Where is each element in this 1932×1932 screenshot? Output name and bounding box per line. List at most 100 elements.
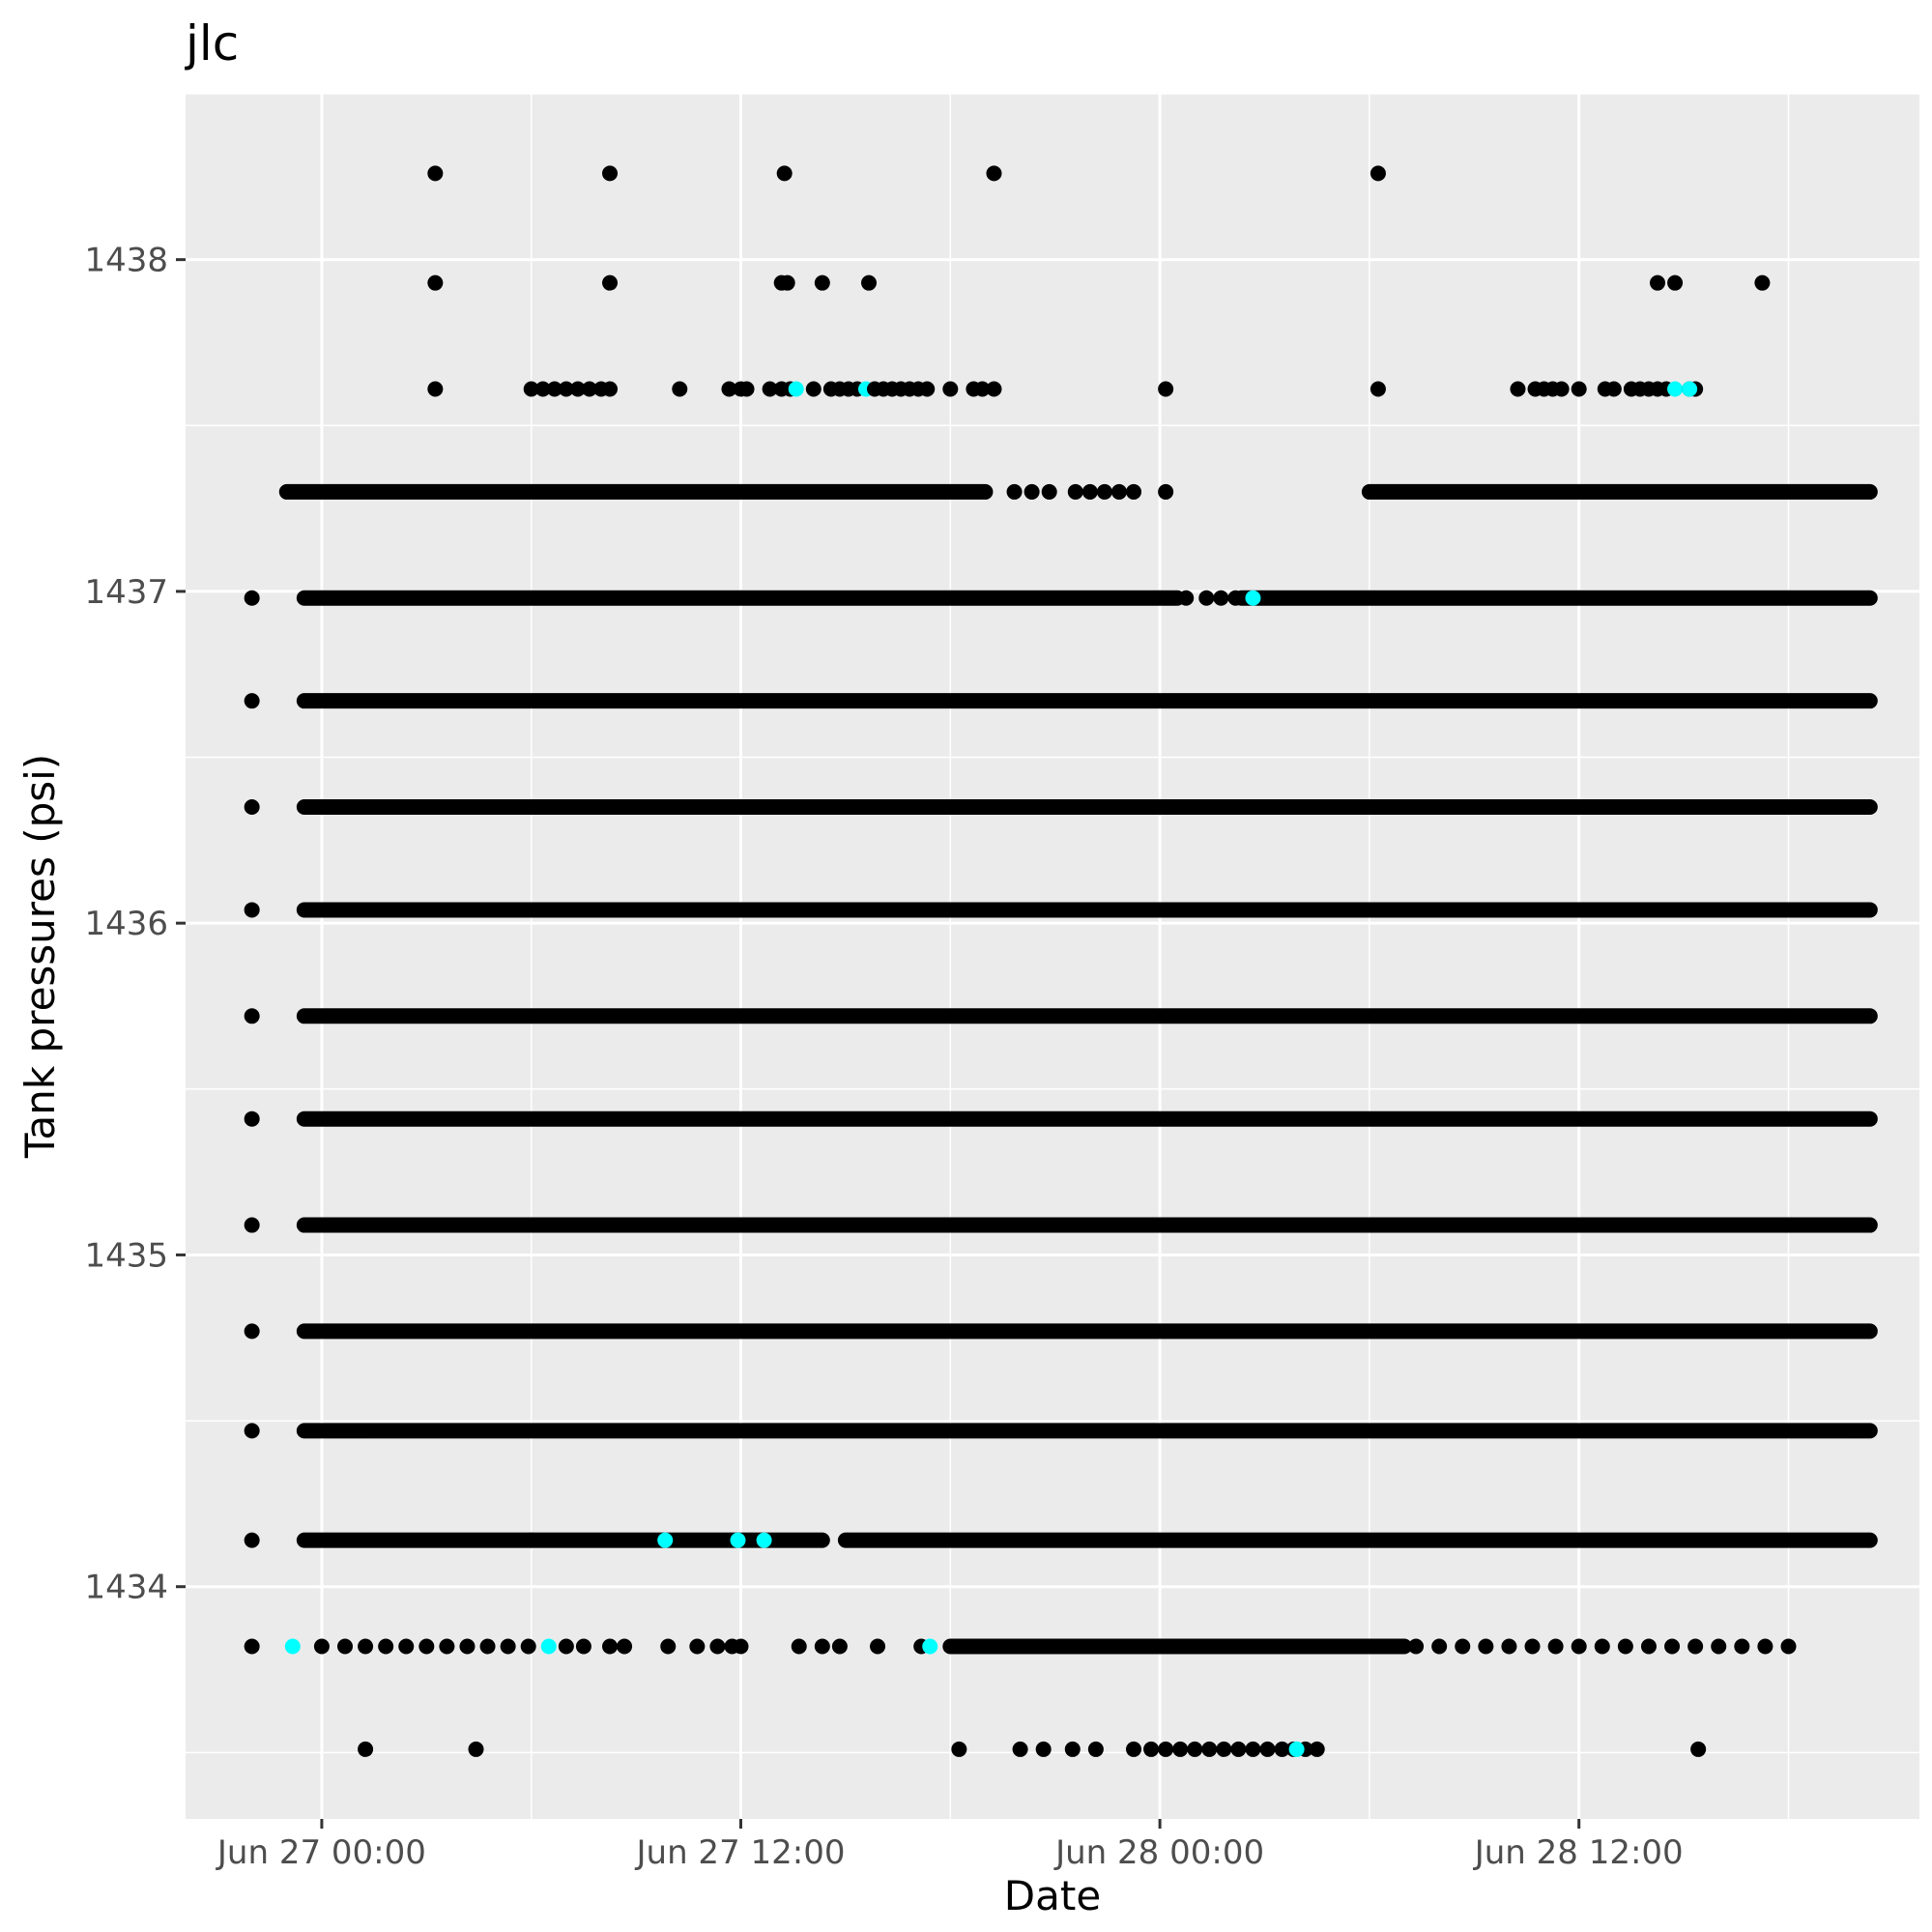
y-tick-label: 1437	[84, 573, 168, 612]
data-point	[523, 1532, 539, 1548]
data-point	[1524, 1638, 1541, 1655]
data-point	[1605, 381, 1622, 397]
data-point	[520, 1638, 536, 1655]
data-point	[709, 1638, 726, 1655]
data-point	[657, 1532, 674, 1548]
data-point	[313, 1638, 330, 1655]
data-point	[1158, 483, 1174, 500]
x-axis: Jun 27 00:00 Jun 27 12:00 Jun 28 00:00 Jun …	[216, 1819, 1684, 1872]
data-point	[337, 1638, 354, 1655]
data-point	[1780, 1638, 1797, 1655]
data-point	[439, 1638, 455, 1655]
data-point	[1172, 1741, 1189, 1757]
x-axis-title: Date	[1004, 1872, 1101, 1919]
data-point	[244, 902, 260, 918]
y-tick-label: 1434	[84, 1569, 168, 1607]
data-point	[1227, 590, 1244, 606]
data-point	[1501, 1638, 1517, 1655]
data-point	[1667, 274, 1684, 291]
data-point	[1081, 483, 1098, 500]
data-point	[1245, 590, 1261, 606]
data-point	[1259, 1741, 1276, 1757]
x-tick-label: Jun 28 12:00	[1473, 1833, 1684, 1872]
data-point	[870, 1638, 886, 1655]
data-point	[427, 274, 444, 291]
data-point	[575, 1638, 591, 1655]
data-point	[427, 381, 444, 397]
data-point	[1041, 483, 1057, 500]
data-point	[1431, 1638, 1448, 1655]
data-point	[1126, 483, 1142, 500]
data-point	[730, 1532, 746, 1548]
data-point	[1110, 483, 1127, 500]
data-point	[1690, 1741, 1707, 1757]
data-point	[459, 1638, 476, 1655]
data-point	[418, 1638, 435, 1655]
data-point	[500, 1638, 516, 1655]
data-point	[1682, 381, 1698, 397]
data-point	[1230, 1741, 1247, 1757]
data-point	[788, 381, 804, 397]
data-point	[427, 165, 444, 182]
data-point	[358, 1741, 374, 1757]
y-axis: 1434 1435 1436 1437 1438	[84, 242, 186, 1607]
data-point	[244, 1638, 260, 1655]
data-point	[1012, 1741, 1028, 1757]
data-point	[546, 381, 562, 397]
data-point	[805, 381, 822, 397]
data-point	[1757, 1638, 1773, 1655]
data-point	[1553, 381, 1570, 397]
data-point	[358, 1638, 374, 1655]
data-point	[1650, 274, 1666, 291]
data-point	[1158, 381, 1174, 397]
plot-panel	[186, 94, 1919, 1819]
data-point	[733, 1638, 749, 1655]
data-point	[779, 274, 795, 291]
data-point	[951, 1741, 967, 1757]
data-point	[672, 381, 688, 397]
data-point	[1158, 1741, 1174, 1757]
data-point	[762, 381, 778, 397]
data-point	[1370, 381, 1386, 397]
data-point	[974, 381, 991, 397]
data-points	[244, 165, 1878, 1757]
y-tick-label: 1436	[84, 905, 168, 943]
data-point	[540, 1638, 557, 1655]
data-point	[1640, 1638, 1657, 1655]
data-point	[1667, 381, 1684, 397]
data-point	[244, 693, 260, 709]
data-point	[244, 1323, 260, 1340]
data-point	[1571, 381, 1587, 397]
data-point	[831, 1638, 848, 1655]
data-point	[814, 1638, 830, 1655]
data-point	[1711, 1638, 1727, 1655]
data-point	[1687, 1638, 1704, 1655]
data-point	[814, 274, 830, 291]
data-point	[776, 165, 793, 182]
data-point	[1274, 1741, 1290, 1757]
data-point	[1510, 381, 1526, 397]
data-point	[1571, 1638, 1587, 1655]
data-point	[1408, 1638, 1425, 1655]
data-point	[1664, 1638, 1681, 1655]
data-point	[861, 274, 878, 291]
data-point	[1455, 1638, 1471, 1655]
data-point	[1245, 1741, 1261, 1757]
data-point	[534, 381, 551, 397]
data-point	[1216, 1741, 1232, 1757]
data-point	[602, 274, 619, 291]
x-tick-label: Jun 27 12:00	[635, 1833, 846, 1872]
data-point	[1064, 1741, 1081, 1757]
data-point	[986, 165, 1002, 182]
data-point	[378, 1638, 394, 1655]
data-point	[244, 1532, 260, 1548]
data-point	[479, 1638, 496, 1655]
data-point	[244, 1110, 260, 1127]
data-point	[523, 381, 539, 397]
chart-title: jlc	[185, 15, 239, 72]
data-point	[1734, 1638, 1750, 1655]
data-point	[986, 381, 1002, 397]
data-point	[558, 381, 574, 397]
data-point	[1617, 1638, 1633, 1655]
data-point	[398, 1638, 415, 1655]
